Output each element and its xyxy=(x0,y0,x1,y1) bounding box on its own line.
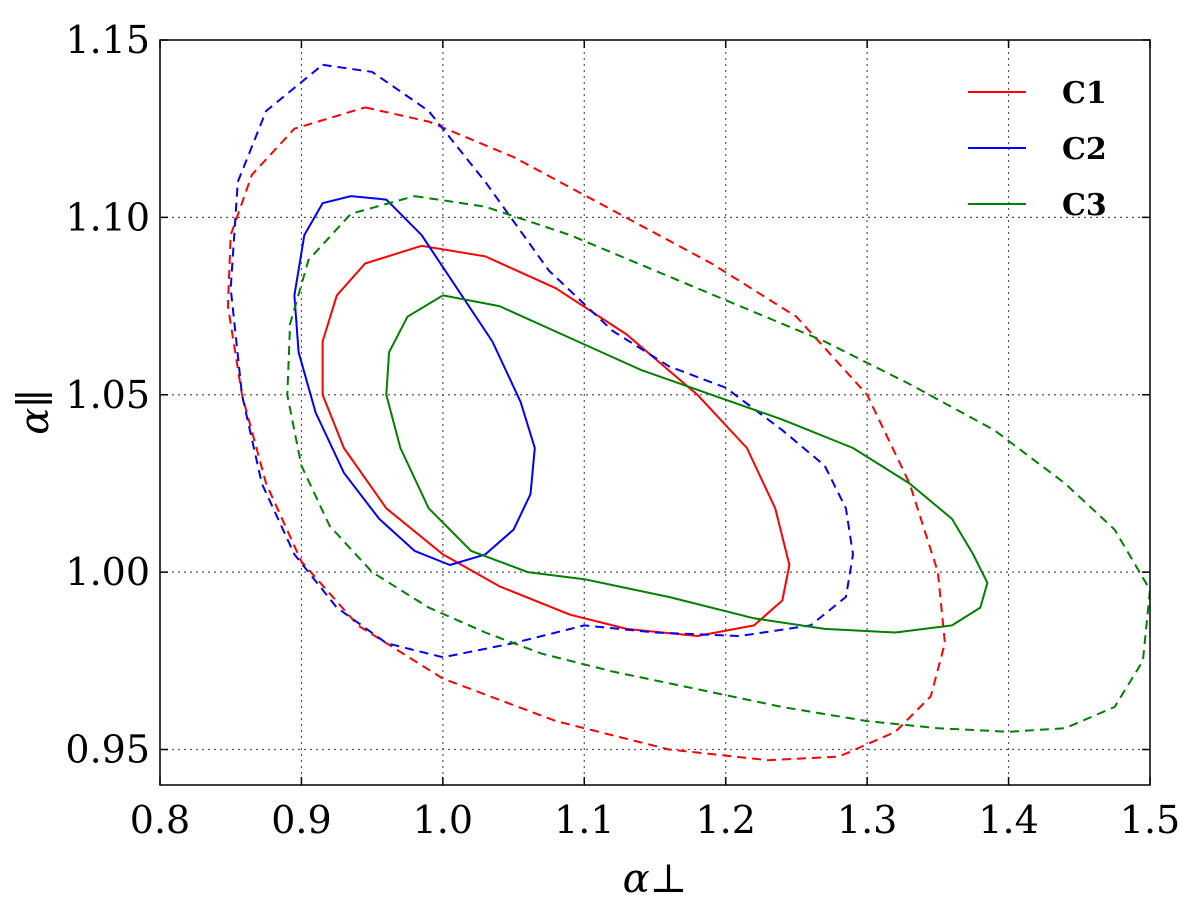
x-tick-label: 1.4 xyxy=(978,798,1038,842)
x-tick-label: 0.9 xyxy=(271,798,331,842)
y-tick-label: 1.15 xyxy=(65,18,150,62)
legend-label-c1: C1 xyxy=(1062,76,1107,111)
x-tick-label: 1.0 xyxy=(413,798,473,842)
contour-c1-outer xyxy=(226,106,946,762)
x-axis-ticks: 0.8 0.9 1.0 1.1 1.2 1.3 1.4 1.5 xyxy=(130,40,1180,842)
y-axis-label: α∥ xyxy=(12,389,58,435)
x-axis-label: α⊥ xyxy=(623,856,688,902)
contour-c2-inner xyxy=(293,195,536,566)
x-tick-label: 1.2 xyxy=(695,798,755,842)
x-tick-label: 1.1 xyxy=(554,798,614,842)
legend: C1 C2 C3 xyxy=(968,76,1107,223)
legend-label-c3: C3 xyxy=(1062,188,1107,223)
x-tick-label: 0.8 xyxy=(130,798,190,842)
y-tick-label: 1.10 xyxy=(65,195,150,239)
y-tick-label: 0.95 xyxy=(65,728,150,772)
contour-c3-outer xyxy=(286,195,1150,733)
contour-c1-inner xyxy=(321,244,791,637)
y-tick-label: 1.00 xyxy=(65,550,150,594)
grid-lines xyxy=(160,40,1150,785)
x-tick-label: 1.3 xyxy=(837,798,897,842)
contour-c2-outer xyxy=(229,63,854,659)
legend-label-c2: C2 xyxy=(1062,132,1107,167)
contour-c3-inner xyxy=(385,294,989,634)
plot-frame xyxy=(159,39,1151,786)
y-axis-ticks: 0.95 1.00 1.05 1.10 1.15 xyxy=(65,18,1150,772)
x-tick-label: 1.5 xyxy=(1120,798,1180,842)
y-tick-label: 1.05 xyxy=(65,373,150,417)
contours-layer xyxy=(226,63,1150,762)
